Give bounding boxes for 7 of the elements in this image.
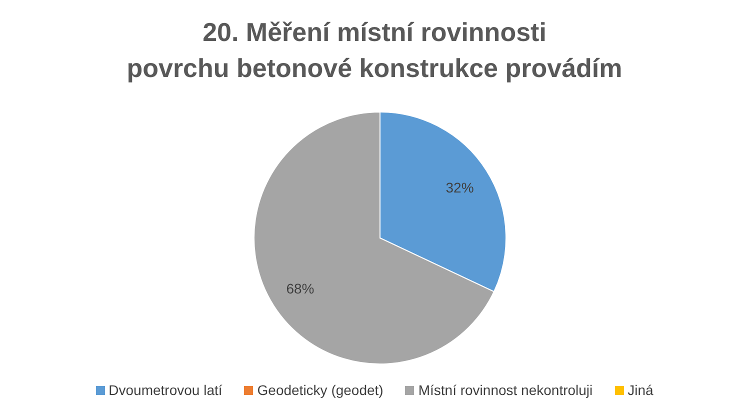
legend-label: Místní rovinnost nekontroluji (418, 382, 593, 398)
data-label: 32% (446, 179, 474, 196)
data-label: 68% (286, 280, 314, 297)
legend-label: Dvoumetrovou latí (108, 382, 222, 398)
chart-title: 20. Měření místní rovinnosti povrchu betonové konstrukce provádím (126, 16, 624, 85)
legend-label: Jiná (628, 382, 654, 398)
legend-label: Geodeticky (geodet) (257, 382, 384, 398)
